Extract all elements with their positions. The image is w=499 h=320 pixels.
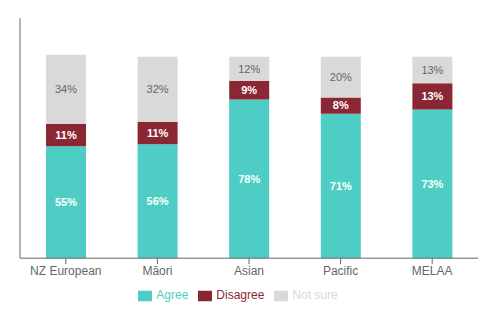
html-text:Agree: Agree	[156, 288, 189, 303]
svg-text:56%: 56%	[147, 195, 169, 207]
svg-text:13%: 13%	[421, 90, 443, 102]
svg-text:34%: 34%	[55, 83, 77, 95]
svg-text:Māori: Māori	[142, 264, 172, 278]
svg-text:NZ European: NZ European	[30, 264, 101, 278]
svg-text:Asian: Asian	[234, 264, 264, 278]
svg-text:11%: 11%	[55, 129, 77, 141]
svg-text:Pacific: Pacific	[323, 264, 358, 278]
svg-text:MELAA: MELAA	[412, 264, 453, 278]
svg-text:13%: 13%	[421, 64, 443, 76]
svg-text:71%: 71%	[330, 180, 352, 192]
svg-text:9%: 9%	[241, 84, 257, 96]
svg-text:55%: 55%	[55, 196, 77, 208]
svg-text:32%: 32%	[147, 83, 169, 95]
svg-text:78%: 78%	[238, 173, 260, 185]
svg-text:73%: 73%	[421, 178, 443, 190]
svg-text:11%: 11%	[147, 127, 169, 139]
html-text:Not sure: Not sure	[292, 288, 338, 303]
svg-text:8%: 8%	[333, 99, 349, 111]
html-text:Disagree: Disagree	[216, 288, 265, 303]
svg-text:12%: 12%	[238, 63, 260, 75]
svg-text:20%: 20%	[330, 71, 352, 83]
